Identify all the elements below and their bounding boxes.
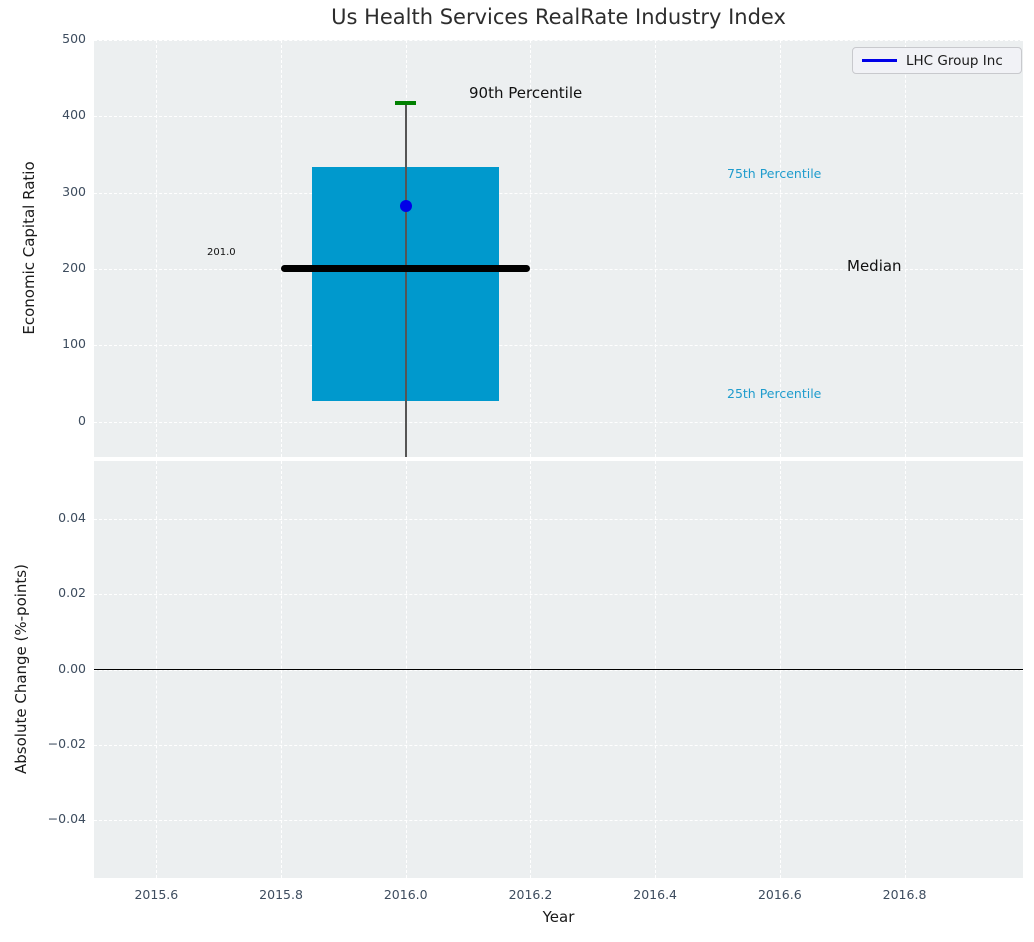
zero-line: [94, 669, 1023, 671]
gridline-horizontal: [94, 345, 1023, 346]
y-tick-label: 0.00: [0, 661, 86, 676]
x-tick-label: 2016.4: [620, 887, 690, 902]
annotation-median-value: 201.0: [207, 247, 236, 258]
gridline-horizontal: [94, 422, 1023, 423]
y-tick-label: 100: [0, 336, 86, 351]
y-tick-label: 200: [0, 260, 86, 275]
gridline-vertical: [156, 40, 157, 457]
y-tick-label: 500: [0, 31, 86, 46]
gridline-vertical: [655, 40, 656, 457]
y-tick-label: −0.02: [0, 736, 86, 751]
legend-label: LHC Group Inc: [906, 53, 1003, 69]
y-tick-label: 0.04: [0, 510, 86, 525]
y-tick-label: 400: [0, 107, 86, 122]
x-tick-label: 2016.8: [870, 887, 940, 902]
y-tick-label: 0.02: [0, 585, 86, 600]
whisker-line: [405, 103, 407, 457]
gridline-horizontal: [94, 116, 1023, 117]
gridline-vertical: [530, 40, 531, 457]
annotation-75th-percentile: 75th Percentile: [727, 166, 821, 181]
annotation-median: Median: [847, 257, 902, 275]
y-tick-label: −0.04: [0, 811, 86, 826]
x-tick-label: 2015.8: [246, 887, 316, 902]
gridline-vertical: [905, 40, 906, 457]
gridline-vertical: [281, 40, 282, 457]
x-tick-label: 2016.6: [745, 887, 815, 902]
percentile-90-cap: [395, 101, 416, 105]
median-line: [281, 265, 530, 272]
figure-canvas: Us Health Services RealRate Industry Ind…: [0, 0, 1034, 942]
gridline-horizontal: [94, 519, 1023, 520]
y-tick-label: 300: [0, 184, 86, 199]
x-tick-label: 2016.2: [495, 887, 565, 902]
gridline-horizontal: [94, 193, 1023, 194]
x-tick-label: 2016.0: [371, 887, 441, 902]
bottom-axes-absolute-change: [94, 461, 1023, 878]
gridline-horizontal: [94, 40, 1023, 41]
gridline-horizontal: [94, 820, 1023, 821]
x-axis-label: Year: [94, 908, 1023, 926]
x-tick-label: 2015.6: [121, 887, 191, 902]
legend: LHC Group Inc: [852, 47, 1022, 74]
annotation-25th-percentile: 25th Percentile: [727, 386, 821, 401]
gridline-horizontal: [94, 745, 1023, 746]
annotation-90th-percentile: 90th Percentile: [469, 84, 582, 102]
company-point: [400, 200, 412, 212]
y-tick-label: 0: [0, 413, 86, 428]
chart-title: Us Health Services RealRate Industry Ind…: [94, 5, 1023, 29]
legend-line-swatch: [862, 59, 897, 63]
gridline-horizontal: [94, 594, 1023, 595]
